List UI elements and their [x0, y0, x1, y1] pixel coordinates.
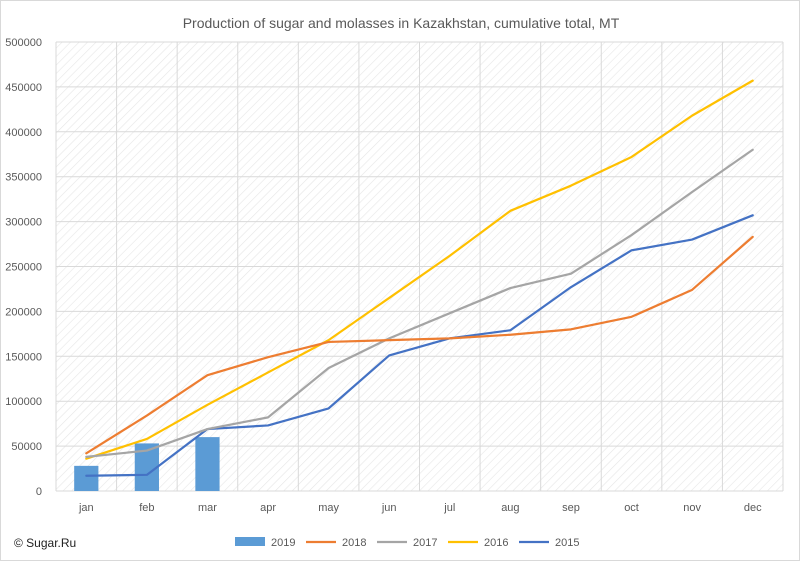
y-tick-label: 150000 — [5, 351, 42, 363]
x-tick-label: jul — [443, 502, 455, 514]
y-tick-label: 500000 — [5, 37, 42, 49]
x-tick-label: may — [318, 502, 339, 514]
x-tick-label: jun — [381, 502, 397, 514]
y-tick-label: 200000 — [5, 306, 42, 318]
legend-swatch-2019 — [235, 537, 265, 546]
line-series-2015 — [85, 214, 754, 477]
x-tick-label: sep — [562, 502, 580, 514]
line-series-2018 — [85, 235, 754, 455]
y-tick-label: 400000 — [5, 127, 42, 139]
x-tick-label: dec — [744, 502, 762, 514]
x-tick-label: nov — [683, 502, 701, 514]
y-tick-label: 300000 — [5, 217, 42, 229]
y-axis-tick-labels: 0 50000 100000 150000 200000 250000 300000 3500… — [5, 37, 42, 498]
chart-title: Production of sugar and molasses in Kaza… — [183, 15, 620, 31]
y-tick-label: 0 — [36, 486, 42, 498]
legend: 2019 2018 2017 2016 2015 — [235, 537, 579, 549]
x-tick-label: feb — [139, 502, 154, 514]
x-tick-label: apr — [260, 502, 276, 514]
x-tick-label: aug — [501, 502, 519, 514]
x-tick-label: mar — [198, 502, 217, 514]
line-series-2016 — [85, 79, 754, 460]
y-tick-label: 250000 — [5, 262, 42, 274]
x-tick-label: jan — [78, 502, 94, 514]
y-tick-label: 100000 — [5, 396, 42, 408]
bar-2019-jan — [74, 465, 99, 491]
y-tick-label: 450000 — [5, 82, 42, 94]
legend-label-2019: 2019 — [271, 537, 295, 549]
copyright-text: © Sugar.Ru — [14, 536, 77, 550]
legend-label-2018: 2018 — [342, 537, 366, 549]
legend-label-2017: 2017 — [413, 537, 437, 549]
x-tick-label: oct — [624, 502, 639, 514]
line-series-2017 — [85, 148, 754, 458]
y-tick-label: 350000 — [5, 172, 42, 184]
legend-label-2015: 2015 — [555, 537, 579, 549]
line-series — [85, 79, 754, 477]
x-axis-tick-labels: jan feb mar apr may jun jul aug sep oct nov dec — [78, 502, 762, 514]
gridlines — [55, 41, 784, 492]
y-tick-label: 50000 — [11, 441, 42, 453]
legend-label-2016: 2016 — [484, 537, 508, 549]
bar-2019-mar — [195, 437, 220, 491]
